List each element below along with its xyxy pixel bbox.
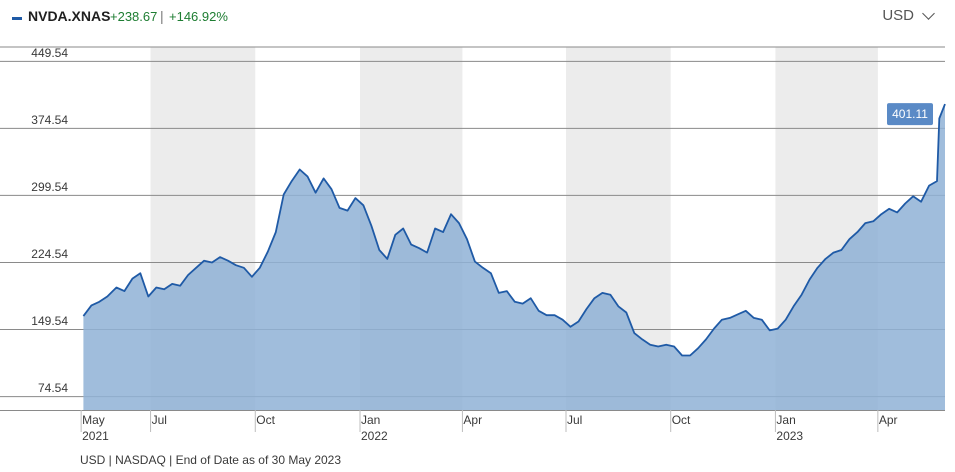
x-tick-label-4: Apr	[463, 413, 482, 427]
y-axis: 449.54 374.54 299.54 224.54 149.54 74.54	[31, 46, 68, 395]
last-price-badge-bg	[887, 103, 933, 126]
y-tick-label-2: 299.54	[31, 180, 68, 194]
y-tick-label-3: 224.54	[31, 247, 68, 261]
legend-line-icon	[12, 17, 22, 20]
series-line	[82, 103, 946, 357]
price-area	[82, 103, 946, 410]
x-tick-label-2: Oct	[256, 413, 275, 427]
x-tick-label-7: Jan	[776, 413, 795, 427]
x-tick-label-6: Oct	[672, 413, 691, 427]
series-area-fill	[83, 104, 945, 410]
x-tick-year-3: 2022	[361, 429, 388, 443]
x-tick-label-5: Jul	[567, 413, 582, 427]
x-tick-label-3: Jan	[361, 413, 380, 427]
y-tick-label-5: 74.54	[38, 381, 68, 395]
x-axis: May 2021 Jul Oct Jan 2022 Apr Jul Oct Jan 2023 Apr	[80, 410, 898, 443]
last-price-badge-label: 401.11	[892, 107, 928, 121]
y-tick-label-0: 449.54	[31, 46, 68, 60]
x-tick-year-0: 2021	[82, 429, 109, 443]
currency-label: USD	[882, 7, 914, 24]
x-tick-label-0: May	[82, 413, 105, 427]
price-change-absolute: +238.67	[110, 9, 158, 24]
x-tick-label-1: Jul	[152, 413, 167, 427]
ticker-symbol: NVDA.XNAS	[28, 8, 111, 24]
x-tick-year-7: 2023	[776, 429, 803, 443]
y-tick-label-1: 374.54	[31, 113, 68, 127]
chart-footer-note: USD | NASDAQ | End of Date as of 30 May …	[80, 453, 342, 467]
currency-dropdown[interactable]: USD	[882, 6, 935, 24]
x-tick-label-8: Apr	[879, 413, 898, 427]
chevron-down-icon	[922, 6, 935, 20]
last-price-badge: 401.11	[887, 103, 933, 126]
header-separator: |	[160, 8, 164, 24]
price-change-percent: +146.92%	[169, 9, 228, 24]
chart-header: NVDA.XNAS +238.67 | +146.92% USD	[0, 0, 955, 34]
y-tick-label-4: 149.54	[31, 314, 68, 328]
